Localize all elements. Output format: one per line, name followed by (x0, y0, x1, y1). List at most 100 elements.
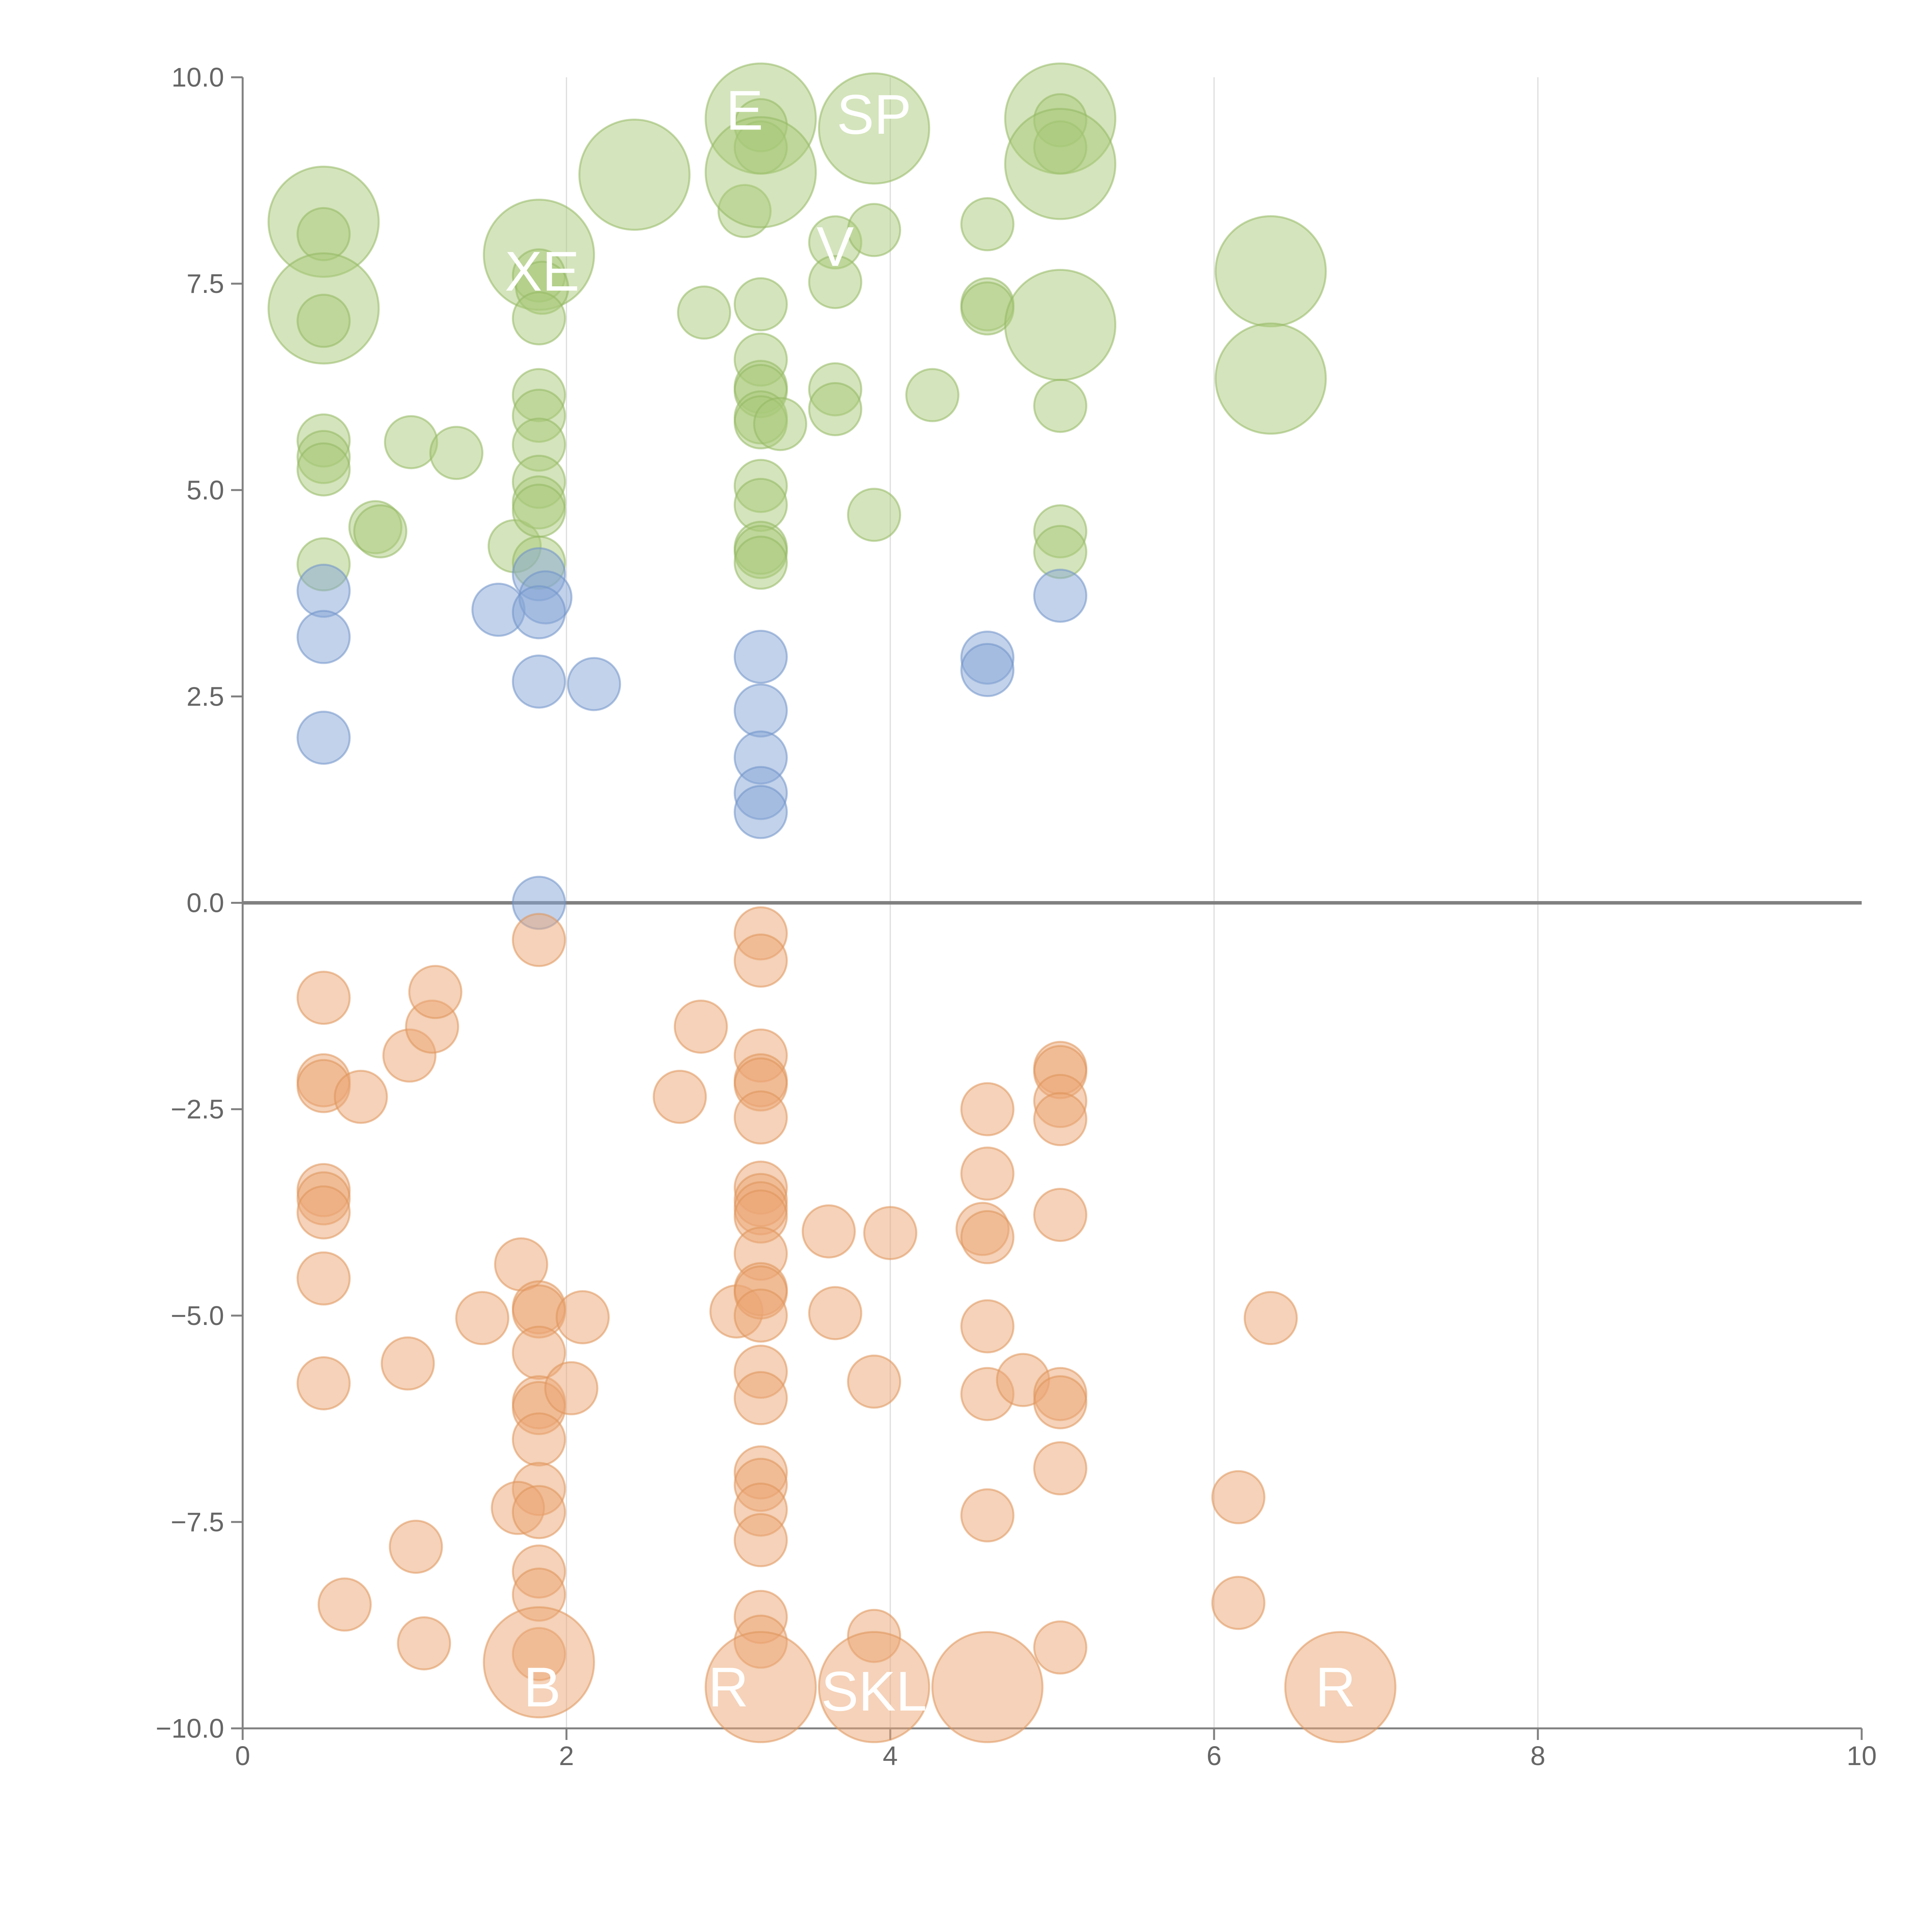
bubble-point-low (733, 1090, 788, 1145)
bubble-point-low (408, 965, 463, 1019)
bubble-point-high (1033, 379, 1087, 433)
x-tick-label: 4 (883, 1741, 898, 1771)
y-tick-label: −2.5 (171, 1094, 224, 1124)
bubble-point-low (483, 1606, 595, 1719)
bubble-point-mid (567, 657, 621, 711)
bubble-point-low (1033, 1620, 1087, 1675)
bubble-point-low (512, 1412, 566, 1467)
y-tick-label: 10.0 (172, 62, 224, 92)
bubble-point-high (704, 116, 817, 228)
y-tick-label: −10.0 (156, 1713, 224, 1743)
bubble-point-high (847, 488, 901, 542)
bubble-point-high (296, 442, 351, 497)
bubble-point-low (863, 1206, 917, 1260)
bubble-point-low (512, 1485, 566, 1539)
bubble-point-high (1214, 322, 1327, 435)
bubble-point-high (429, 426, 484, 480)
bubble-point-mid (512, 585, 566, 639)
bubble-point-low (847, 1354, 901, 1409)
bubble-point-low (296, 971, 351, 1025)
bubble-point-high (808, 382, 862, 436)
x-tick-label: 10 (1847, 1741, 1877, 1771)
bubble-point-high (578, 119, 691, 231)
y-tick-label: 0.0 (187, 888, 224, 918)
bubble-point-high (733, 536, 788, 590)
bubble-point-high (960, 197, 1015, 252)
bubble-point-high (818, 72, 930, 185)
bubble-point-low (960, 1299, 1015, 1354)
bubble-point-low (960, 1146, 1015, 1201)
bubble-point-low (296, 1251, 351, 1306)
bubble-point-low (1033, 1092, 1087, 1146)
x-tick-label: 6 (1207, 1741, 1222, 1771)
bubble-point-low (1284, 1631, 1396, 1743)
bubble-annotation: B (524, 1656, 561, 1718)
y-tick-label: 2.5 (187, 681, 224, 711)
bubble-point-high (1004, 108, 1117, 220)
bubble-point-mid (296, 711, 351, 765)
bubble-point-high (677, 285, 731, 340)
y-tick-label: −7.5 (171, 1507, 224, 1537)
bubble-point-mid (296, 610, 351, 664)
bubble-annotation: R (708, 1656, 749, 1718)
bubble-point-high (753, 397, 808, 451)
bubble-point-low (801, 1204, 856, 1259)
bubble-layer (267, 62, 1396, 1743)
bubble-point-low (333, 1070, 388, 1124)
bubble-point-low (1243, 1291, 1298, 1345)
bubble-point-high (296, 294, 351, 348)
bubble-point-high (847, 203, 901, 257)
y-tick-label: −5.0 (171, 1301, 224, 1331)
bubble-point-low (733, 1371, 788, 1425)
bubble-annotation: R (1315, 1656, 1356, 1718)
bubble-point-low (931, 1631, 1044, 1743)
bubble-annotation: XE (505, 240, 579, 303)
x-tick-label: 8 (1531, 1741, 1546, 1771)
bubble-point-low (512, 913, 566, 967)
bubble-annotation: E (726, 79, 764, 141)
bubble-point-low (1033, 1188, 1087, 1242)
bubble-point-mid (296, 563, 351, 618)
bubble-point-low (397, 1616, 451, 1670)
bubble-point-low (1033, 1375, 1087, 1430)
bubble-point-low (1211, 1470, 1265, 1524)
bubble-point-high (1214, 215, 1327, 328)
x-tick-label: 0 (235, 1741, 250, 1771)
bubble-point-low (1033, 1441, 1087, 1496)
bubble-point-low (960, 1082, 1015, 1136)
annotation-layer: E SP V XE B R SKL R (505, 79, 1355, 1722)
bubble-point-low (704, 1631, 817, 1743)
bubble-point-mid (733, 785, 788, 839)
y-tick-label: 5.0 (187, 475, 224, 505)
bubble-annotation: SP (837, 83, 911, 146)
bubble-point-high (512, 291, 566, 345)
bubble-point-low (733, 1288, 788, 1343)
x-tick-label: 2 (559, 1741, 574, 1771)
bubble-point-low (455, 1291, 510, 1345)
bubble-point-low (960, 1210, 1015, 1264)
bubble-point-mid (960, 643, 1015, 697)
bubble-point-high (384, 415, 438, 469)
bubble-point-low (818, 1631, 930, 1743)
bubble-annotation: V (816, 215, 854, 278)
bubble-point-low (733, 934, 788, 988)
bubble-point-mid (512, 654, 566, 709)
bubble-point-low (317, 1577, 372, 1632)
bubble-point-high (905, 368, 959, 422)
bubble-point-high (512, 483, 566, 538)
bubble-point-low (544, 1361, 599, 1415)
bubble-point-mid (1033, 568, 1087, 623)
bubble-point-mid (733, 683, 788, 738)
bubble-point-high (733, 277, 788, 332)
bubble-point-low (808, 1286, 862, 1340)
bubble-point-mid (733, 629, 788, 684)
bubble-point-low (381, 1336, 435, 1391)
bubble-point-low (1211, 1576, 1265, 1630)
bubble-point-low (389, 1519, 443, 1574)
bubble-point-high (808, 255, 862, 309)
bubble-point-high (1004, 269, 1117, 381)
bubble-annotation: SKL (821, 1660, 927, 1723)
bubble-point-low (733, 1513, 788, 1567)
